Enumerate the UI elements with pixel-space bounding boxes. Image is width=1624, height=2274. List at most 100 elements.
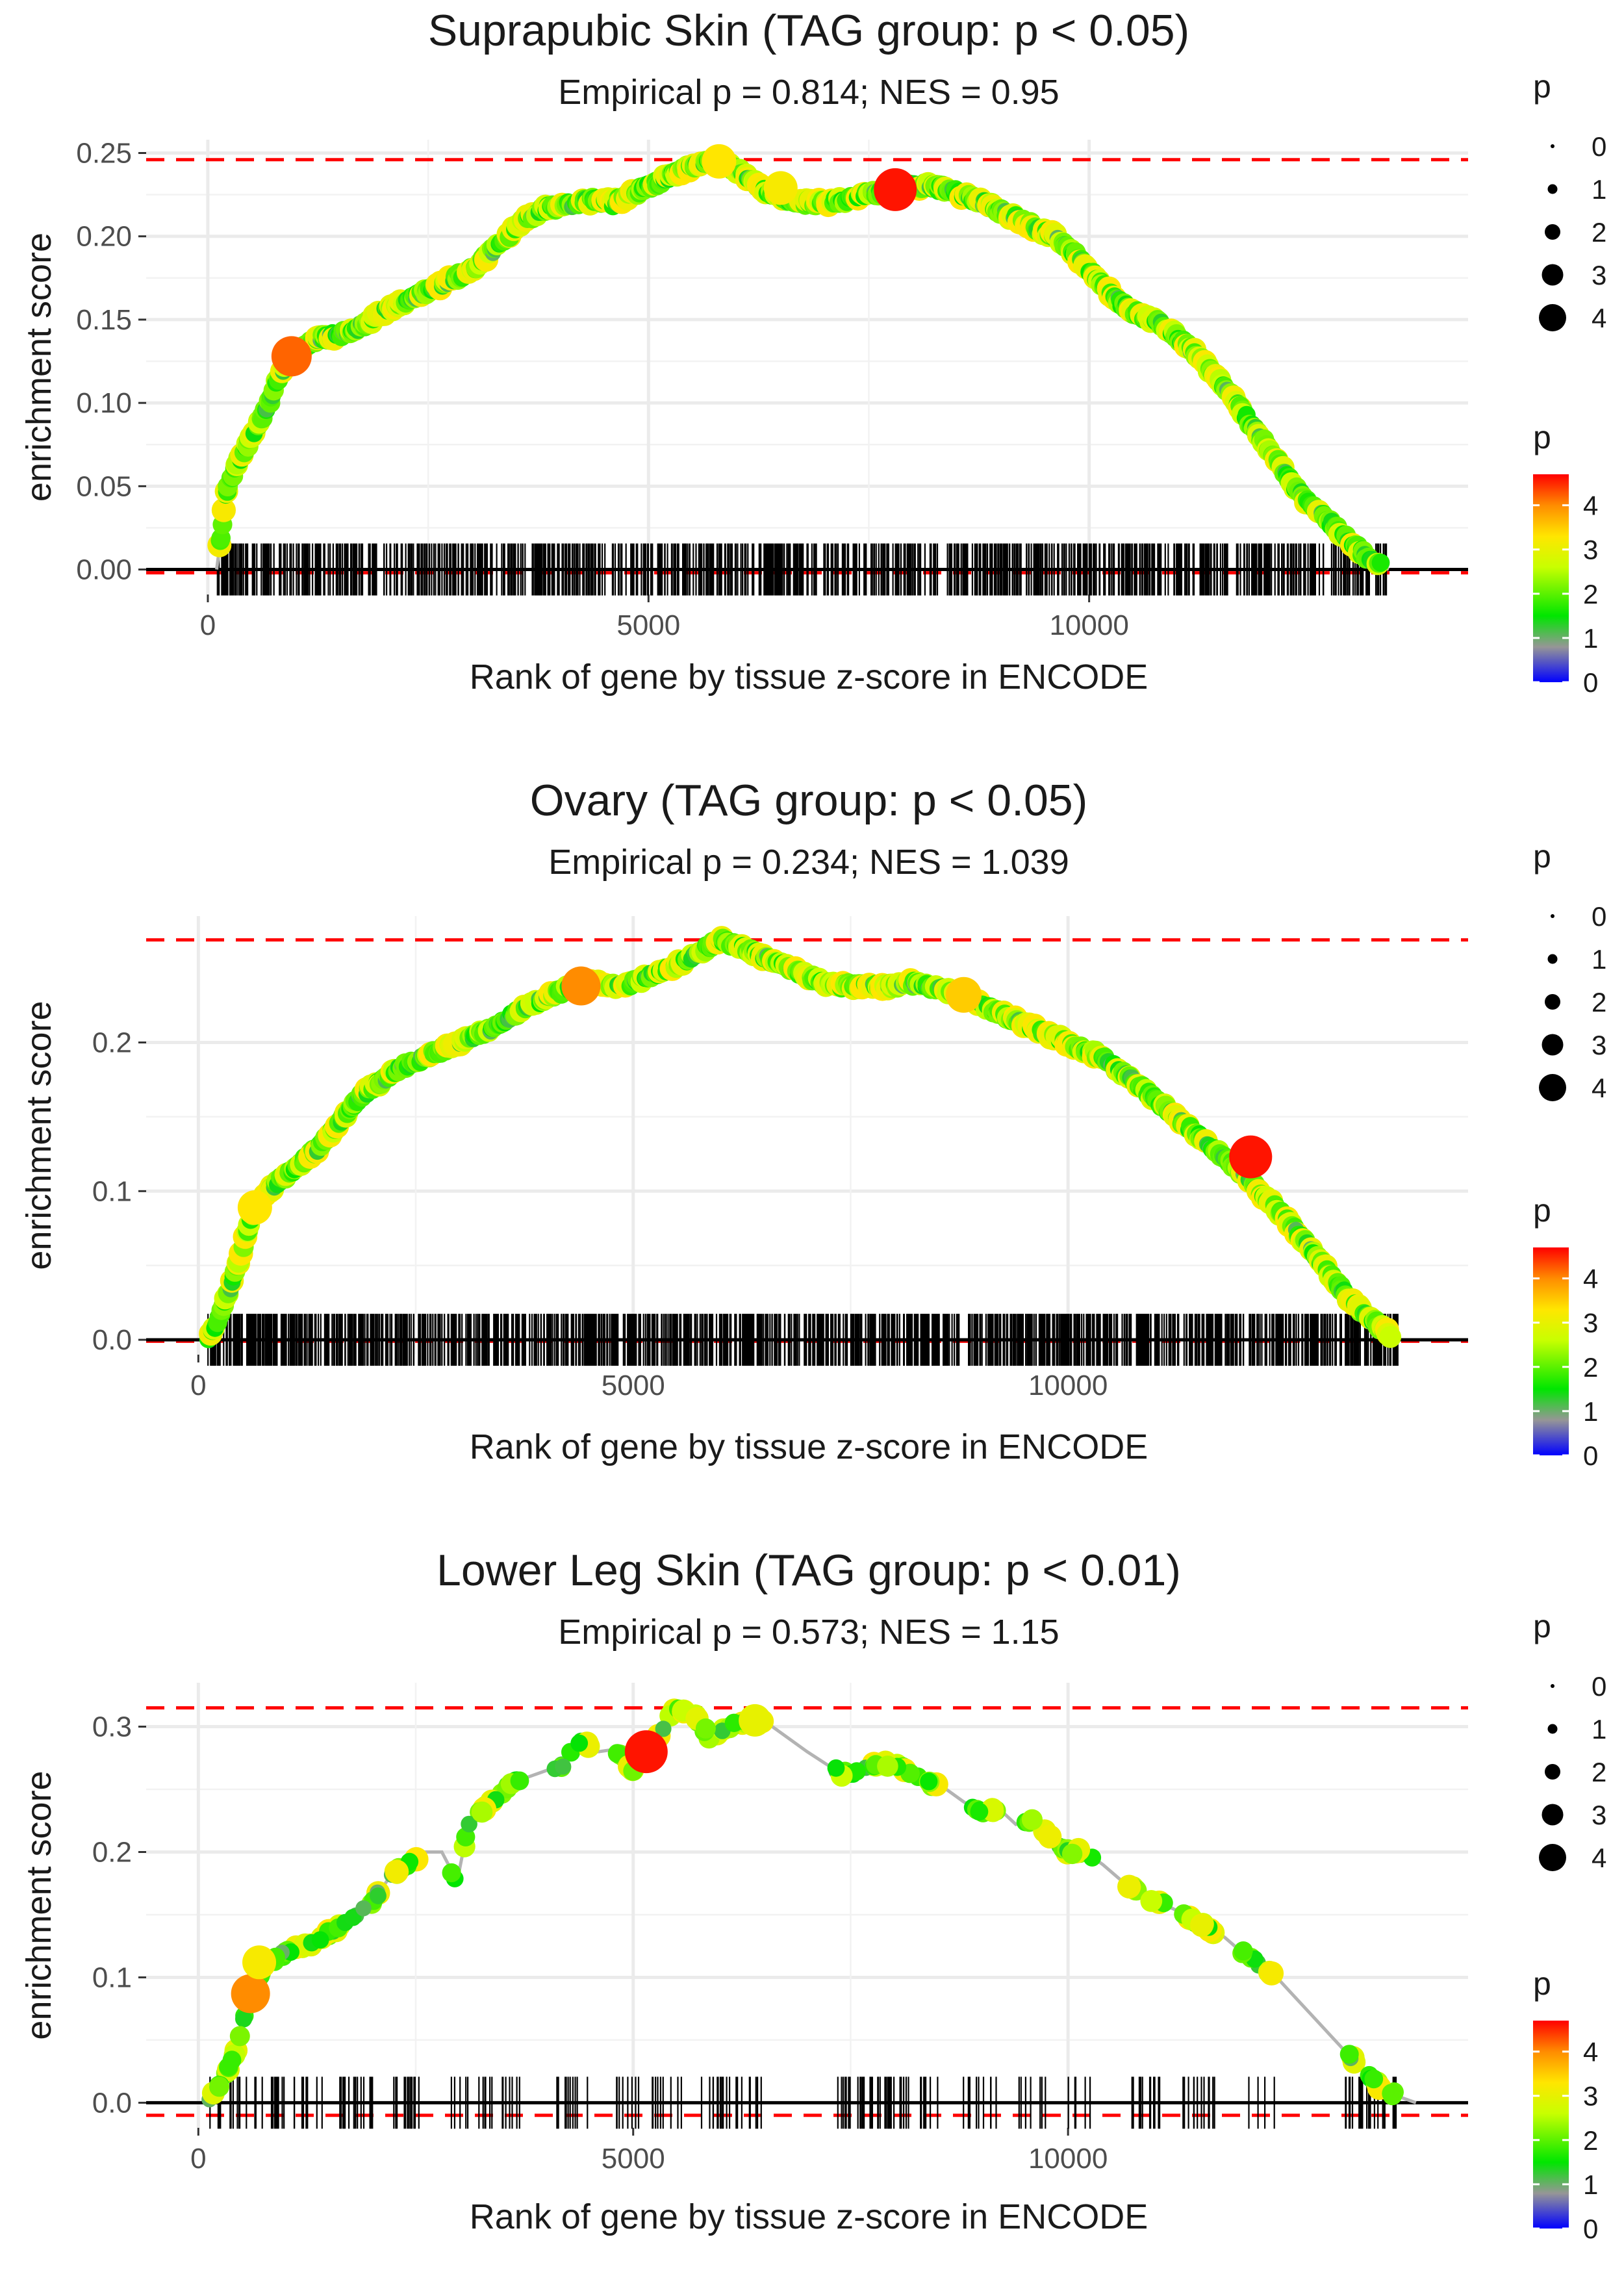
color-legend-label: 2 bbox=[1583, 1352, 1598, 1383]
gene-point bbox=[211, 498, 236, 522]
size-legend-title: p bbox=[1533, 68, 1551, 105]
y-axis-title: enrichment score bbox=[19, 1001, 58, 1270]
size-legend-label: 4 bbox=[1592, 1843, 1606, 1873]
chart-title: Ovary (TAG group: p < 0.05) bbox=[530, 776, 1088, 825]
y-tick-label: 0.15 bbox=[76, 304, 132, 336]
gene-point bbox=[510, 1771, 529, 1791]
color-legend-label: 0 bbox=[1583, 2214, 1598, 2244]
x-axis-title: Rank of gene by tissue z-score in ENCODE bbox=[470, 658, 1148, 696]
gridlines bbox=[146, 140, 1468, 594]
size-legend-label: 0 bbox=[1592, 1671, 1606, 1702]
x-tick-label: 5000 bbox=[602, 1370, 665, 1401]
highlight-point bbox=[874, 168, 917, 211]
gene-point bbox=[877, 1756, 898, 1777]
color-legend-title: p bbox=[1533, 1965, 1551, 2002]
color-legend-label: 1 bbox=[1583, 1396, 1598, 1427]
y-tick-label: 0.25 bbox=[76, 138, 132, 170]
color-legend-label: 3 bbox=[1583, 2081, 1598, 2112]
color-legend-label: 4 bbox=[1583, 1264, 1598, 1294]
color-legend-label: 0 bbox=[1583, 1440, 1598, 1471]
highlight-point bbox=[624, 1730, 668, 1774]
panel-3: Lower Leg Skin (TAG group: p < 0.01) Empi… bbox=[19, 1546, 1606, 2244]
size-legend-label: 2 bbox=[1592, 1757, 1606, 1787]
gene-point bbox=[1037, 1824, 1062, 1849]
gridlines bbox=[146, 1683, 1468, 2128]
gene-point bbox=[370, 1887, 387, 1904]
running-es-line bbox=[205, 938, 1400, 1342]
size-legend-key bbox=[1539, 1074, 1566, 1101]
size-legend-label: 1 bbox=[1592, 174, 1606, 205]
size-legend-label: 1 bbox=[1592, 944, 1606, 975]
size-legend-key bbox=[1545, 224, 1560, 240]
chart-subtitle: Empirical p = 0.234; NES = 1.039 bbox=[548, 843, 1069, 882]
size-legend-key bbox=[1551, 914, 1554, 918]
y-tick-label: 0.0 bbox=[92, 1324, 132, 1356]
color-legend: p 4 3 2 1 0 bbox=[1533, 419, 1598, 698]
y-tick-label: 0.3 bbox=[92, 1711, 132, 1743]
size-legend-label: 0 bbox=[1592, 131, 1606, 162]
gene-points bbox=[199, 926, 1402, 1349]
color-legend-label: 4 bbox=[1583, 491, 1598, 521]
x-tick-label: 0 bbox=[190, 2143, 206, 2175]
gene-point bbox=[229, 2026, 250, 2047]
y-tick-label: 0.2 bbox=[92, 1027, 132, 1058]
gene-point bbox=[222, 2050, 242, 2070]
color-legend-label: 3 bbox=[1583, 1308, 1598, 1338]
gene-point bbox=[1371, 554, 1390, 572]
panel-1: Suprapubic Skin (TAG group: p < 0.05) Emp… bbox=[19, 6, 1606, 698]
y-tick-label: 0.0 bbox=[92, 2087, 132, 2119]
highlight-point bbox=[242, 1945, 277, 1980]
y-tick-label: 0.10 bbox=[76, 387, 132, 419]
gene-point bbox=[1021, 1809, 1043, 1830]
highlight-point bbox=[702, 144, 737, 179]
panel-2: Ovary (TAG group: p < 0.05) Empirical p =… bbox=[19, 776, 1606, 1471]
x-tick-label: 0 bbox=[190, 1370, 206, 1401]
size-legend-title: p bbox=[1533, 1608, 1551, 1644]
color-legend-label: 4 bbox=[1583, 2037, 1598, 2067]
size-legend-label: 2 bbox=[1592, 987, 1606, 1017]
color-legend-label: 3 bbox=[1583, 535, 1598, 565]
gene-point bbox=[695, 1718, 716, 1739]
chart-title: Suprapubic Skin (TAG group: p < 0.05) bbox=[428, 6, 1189, 55]
gene-point bbox=[355, 1900, 372, 1917]
y-tick-label: 0.05 bbox=[76, 470, 132, 502]
highlight-point bbox=[1229, 1135, 1273, 1179]
gene-point bbox=[570, 1734, 589, 1752]
size-legend: p 0 1 2 3 4 bbox=[1533, 68, 1606, 333]
color-legend: p 4 3 2 1 0 bbox=[1533, 1965, 1598, 2244]
color-legend-bar bbox=[1533, 1247, 1569, 1455]
size-legend-key bbox=[1547, 1724, 1558, 1734]
y-axis-title: enrichment score bbox=[19, 233, 58, 502]
color-legend-label: 0 bbox=[1583, 667, 1598, 698]
highlight-point bbox=[945, 977, 982, 1013]
gene-point bbox=[1379, 1325, 1402, 1348]
gene-point bbox=[1140, 1890, 1163, 1912]
gene-point bbox=[1339, 2045, 1359, 2064]
x-tick-label: 5000 bbox=[602, 2143, 665, 2175]
gene-point bbox=[471, 1801, 493, 1823]
x-tick-label: 0 bbox=[200, 609, 216, 641]
size-legend-label: 4 bbox=[1592, 303, 1606, 333]
gene-points bbox=[207, 144, 1390, 576]
gene-point bbox=[827, 1759, 845, 1777]
gene-point bbox=[920, 1772, 938, 1791]
color-legend-title: p bbox=[1533, 419, 1551, 455]
size-legend-key bbox=[1539, 304, 1566, 331]
size-legend-label: 0 bbox=[1592, 901, 1606, 932]
gene-point bbox=[442, 1863, 461, 1883]
color-legend-label: 1 bbox=[1583, 2169, 1598, 2200]
gene-point bbox=[970, 1802, 989, 1821]
y-tick-label: 0.20 bbox=[76, 221, 132, 253]
size-legend-key bbox=[1542, 1804, 1564, 1826]
color-legend-bar bbox=[1533, 474, 1569, 682]
gene-point bbox=[235, 2010, 253, 2028]
color-legend-bar bbox=[1533, 2021, 1569, 2229]
size-legend-key bbox=[1547, 184, 1558, 194]
highlight-point bbox=[271, 336, 312, 377]
gene-point bbox=[1234, 1941, 1253, 1961]
color-legend-title: p bbox=[1533, 1192, 1551, 1229]
highlight-point bbox=[739, 1704, 772, 1737]
size-legend-key bbox=[1542, 264, 1564, 286]
color-legend: p 4 3 2 1 0 bbox=[1533, 1192, 1598, 1471]
x-tick-label: 5000 bbox=[616, 609, 680, 641]
